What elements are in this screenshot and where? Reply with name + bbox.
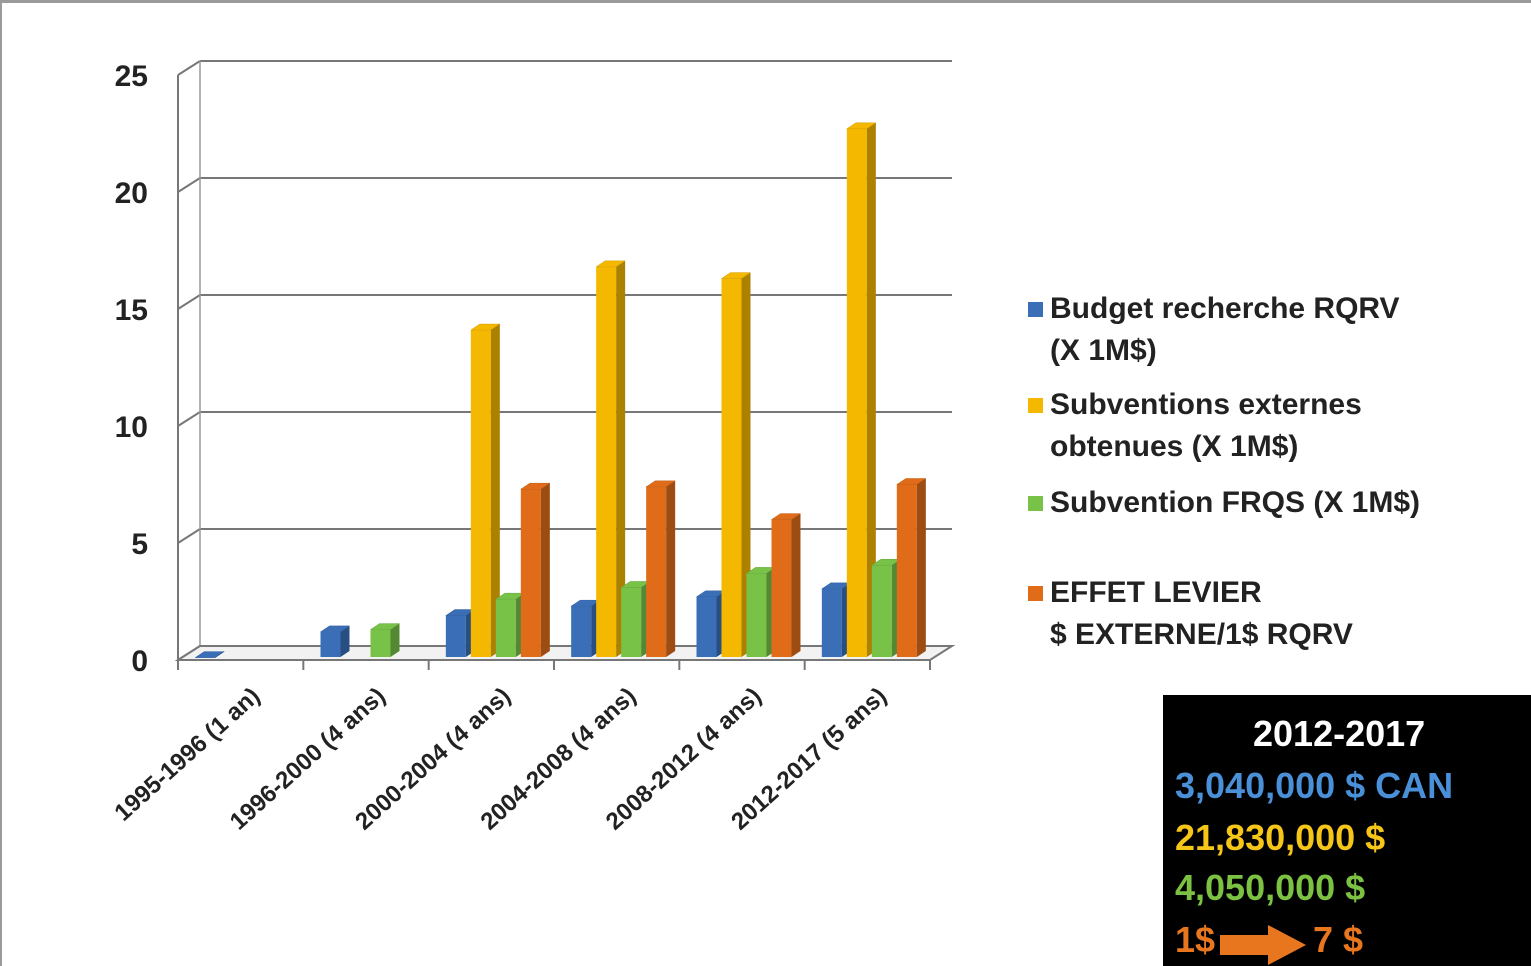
summary-budget: 3,040,000 $ CAN: [1175, 765, 1454, 806]
bar: [621, 587, 642, 657]
legend-item-external: Subventions externes obtenues (X 1M$): [1022, 384, 1522, 468]
bar-side: [916, 478, 926, 657]
legend-swatch: [1028, 496, 1043, 511]
arrow-right-icon: [1220, 925, 1306, 965]
summary-lever-to: 7 $: [1313, 919, 1364, 960]
bar: [470, 330, 491, 657]
summary-title: 2012-2017: [1253, 713, 1426, 754]
bar: [495, 599, 516, 657]
bar: [746, 573, 767, 657]
legend-swatch: [1028, 302, 1043, 317]
y-tick-label: 5: [131, 528, 148, 561]
bar-side: [791, 513, 801, 657]
bar: [646, 486, 667, 657]
bar: [696, 596, 717, 657]
bar: [871, 565, 892, 657]
bar: [721, 278, 742, 657]
summary-lever-from: 1$: [1175, 919, 1216, 960]
bar-side: [340, 625, 350, 657]
bar-side: [540, 483, 550, 657]
bar: [771, 519, 792, 657]
y-tick-label: 15: [115, 294, 148, 327]
legend-label: Subvention FRQS (X 1M$): [1050, 486, 1421, 519]
legend-item-budget: Budget recherche RQRV (X 1M$): [1022, 288, 1522, 372]
y-tick-label: 0: [131, 645, 148, 678]
legend-label: Budget recherche RQRV: [1050, 292, 1400, 325]
gridline-depth: [177, 60, 201, 76]
bar: [445, 615, 466, 657]
bar-side: [666, 480, 676, 657]
y-tick-label: 10: [115, 411, 148, 444]
legend-label: (X 1M$): [1050, 334, 1157, 367]
gridline-depth: [177, 294, 201, 310]
bar-side: [616, 260, 626, 657]
legend-item-frqs: Subvention FRQS (X 1M$): [1022, 482, 1522, 524]
legend-swatch: [1028, 586, 1043, 601]
bar: [821, 588, 842, 657]
gridline-depth: [177, 177, 201, 193]
bar: [370, 629, 391, 657]
legend-label: Subventions externes: [1050, 388, 1362, 421]
gridline-depth: [177, 411, 201, 427]
bar: [520, 489, 541, 657]
legend-item-lever: EFFET LEVIER $ EXTERNE/1$ RQRV: [1022, 572, 1522, 656]
bar-side: [215, 651, 225, 658]
legend-label: EFFET LEVIER: [1050, 576, 1262, 609]
summary-box: 2012-2017 3,040,000 $ CAN 21,830,000 $ 4…: [1163, 695, 1531, 966]
y-tick-label: 20: [115, 177, 148, 210]
summary-frqs: 4,050,000 $: [1175, 867, 1366, 908]
bar: [846, 128, 867, 657]
bar: [596, 266, 617, 657]
chart-legend: Budget recherche RQRV (X 1M$) Subvention…: [1022, 288, 1522, 656]
legend-label: $ EXTERNE/1$ RQRV: [1050, 618, 1353, 651]
bar: [320, 631, 341, 657]
bar-side: [866, 122, 876, 657]
gridline-depth: [177, 528, 201, 544]
legend-label: obtenues (X 1M$): [1050, 430, 1299, 463]
legend-swatch: [1028, 398, 1043, 413]
summary-external: 21,830,000 $: [1175, 817, 1386, 858]
bar: [571, 606, 592, 657]
bar-side: [390, 623, 400, 657]
y-tick-label: 25: [115, 60, 148, 93]
bar-side: [741, 272, 751, 657]
bar-side: [490, 324, 500, 657]
bar: [896, 484, 917, 657]
